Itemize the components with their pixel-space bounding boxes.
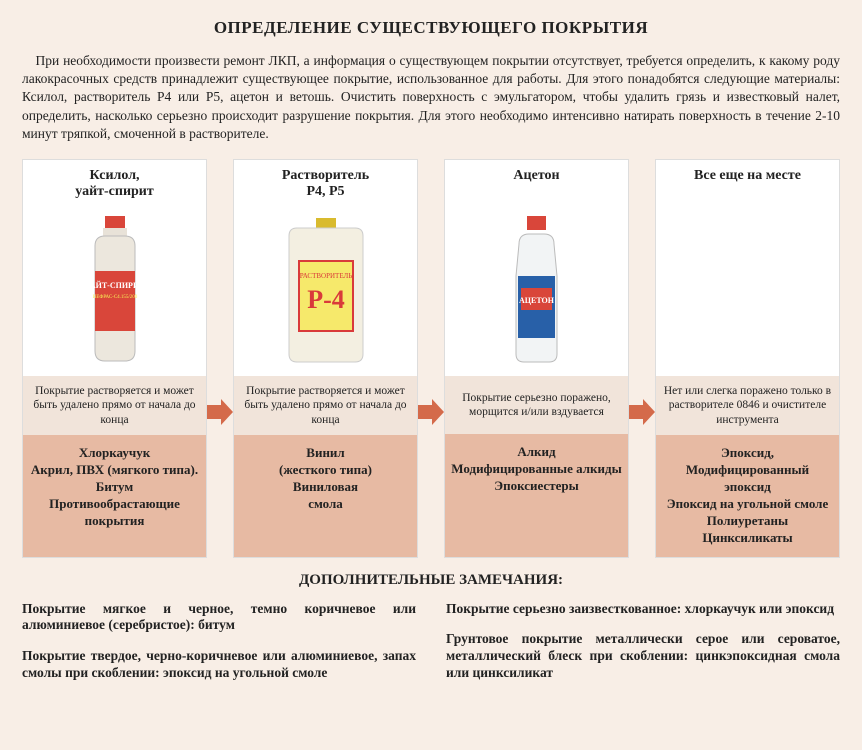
col-result: Эпоксид,Модифицированный эпоксидЭпоксид … (656, 435, 839, 556)
column-xylene: Ксилол,уайт-спирит УАЙТ-СПИРИТ НЕФРАС-С4… (22, 159, 207, 557)
col-header: Ксилол,уайт-спирит (23, 160, 206, 206)
arrow-3 (629, 159, 655, 557)
svg-text:НЕФРАС-С4.155/200: НЕФРАС-С4.155/200 (92, 295, 137, 300)
note-item: Покрытие мягкое и черное, темно коричнев… (22, 601, 416, 635)
page-title: ОПРЕДЕЛЕНИЕ СУЩЕСТВУЮЩЕГО ПОКРЫТИЯ (22, 18, 840, 38)
col-header: РастворительР4, Р5 (234, 160, 417, 206)
column-solvent-p4: РастворительР4, Р5 РАСТВОРИТЕЛЬ Р-4 Покр… (233, 159, 418, 557)
notes-left: Покрытие мягкое и черное, темно коричнев… (22, 601, 416, 683)
notes-title: ДОПОЛНИТЕЛЬНЫЕ ЗАМЕЧАНИЯ: (22, 572, 840, 589)
svg-text:УАЙТ-СПИРИТ: УАЙТ-СПИРИТ (85, 281, 145, 290)
column-still-in-place: Все еще на месте Нет или слегка поражено… (655, 159, 840, 557)
col-result: АлкидМодифицированные алкидыЭпоксиестеры (445, 434, 628, 556)
notes-section: Покрытие мягкое и черное, темно коричнев… (22, 601, 840, 683)
product-image-acetone: АЦЕТОН (445, 206, 628, 376)
col-result: Винил(жесткого типа)Виниловаясмола (234, 435, 417, 556)
intro-paragraph: При необходимости произвести ремонт ЛКП,… (22, 52, 840, 143)
col-desc: Покрытие растворяется и может быть удале… (23, 376, 206, 435)
note-item: Покрытие серьезно заизвесткованное: хлор… (446, 601, 840, 618)
column-acetone: Ацетон АЦЕТОН Покрытие серьезно поражено… (444, 159, 629, 557)
col-header: Ацетон (445, 160, 628, 206)
note-item: Грунтовое покрытие металлически серое ил… (446, 631, 840, 682)
svg-text:РАСТВОРИТЕЛЬ: РАСТВОРИТЕЛЬ (299, 272, 352, 280)
note-item: Покрытие твердое, черно-коричневое или а… (22, 648, 416, 682)
product-image-p4: РАСТВОРИТЕЛЬ Р-4 (234, 206, 417, 376)
svg-text:АЦЕТОН: АЦЕТОН (519, 296, 555, 305)
arrow-1 (207, 159, 233, 557)
col-header: Все еще на месте (656, 160, 839, 206)
col-desc: Покрытие серьезно поражено, морщится и/и… (445, 376, 628, 434)
col-result: ХлоркаучукАкрил, ПВХ (мягкого типа).Биту… (23, 435, 206, 556)
notes-right: Покрытие серьезно заизвесткованное: хлор… (446, 601, 840, 683)
solvent-flow: Ксилол,уайт-спирит УАЙТ-СПИРИТ НЕФРАС-С4… (22, 159, 840, 557)
col-desc: Покрытие растворяется и может быть удале… (234, 376, 417, 435)
product-image-white-spirit: УАЙТ-СПИРИТ НЕФРАС-С4.155/200 (23, 206, 206, 376)
product-image-none (656, 206, 839, 376)
arrow-2 (418, 159, 444, 557)
col-desc: Нет или слегка поражено только в раствор… (656, 376, 839, 435)
svg-text:Р-4: Р-4 (307, 285, 345, 314)
